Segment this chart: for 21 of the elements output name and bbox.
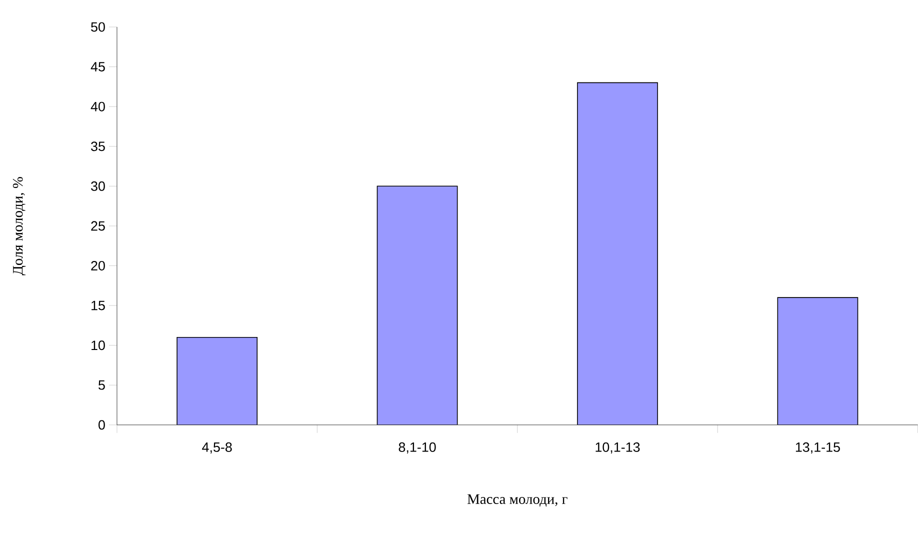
y-tick-label: 30 [91, 181, 105, 191]
y-tick-label: 20 [91, 261, 105, 271]
bar [577, 82, 658, 425]
x-axis-title: Масса молоди, г [467, 494, 568, 507]
bar [176, 337, 258, 425]
x-tick-label: 4,5-8 [202, 442, 232, 454]
x-tick-label: 10,1-13 [596, 442, 640, 454]
y-tick-label: 35 [91, 142, 105, 152]
y-tick-label: 50 [91, 22, 105, 32]
bar [376, 186, 458, 425]
y-tick-label: 5 [98, 380, 105, 390]
x-tick-label: 13,1-15 [796, 442, 840, 454]
y-tick-label: 15 [92, 300, 105, 310]
y-axis-title: Доля молоди, % [12, 177, 26, 276]
y-tick-label: 45 [90, 62, 105, 72]
bar [777, 297, 858, 425]
y-tick-label: 40 [90, 102, 105, 112]
y-tick-label: 10 [92, 340, 105, 350]
x-tick-label: 8,1-10 [398, 442, 436, 454]
y-tick-label: 25 [91, 221, 105, 231]
y-tick-label: 0 [98, 420, 105, 430]
